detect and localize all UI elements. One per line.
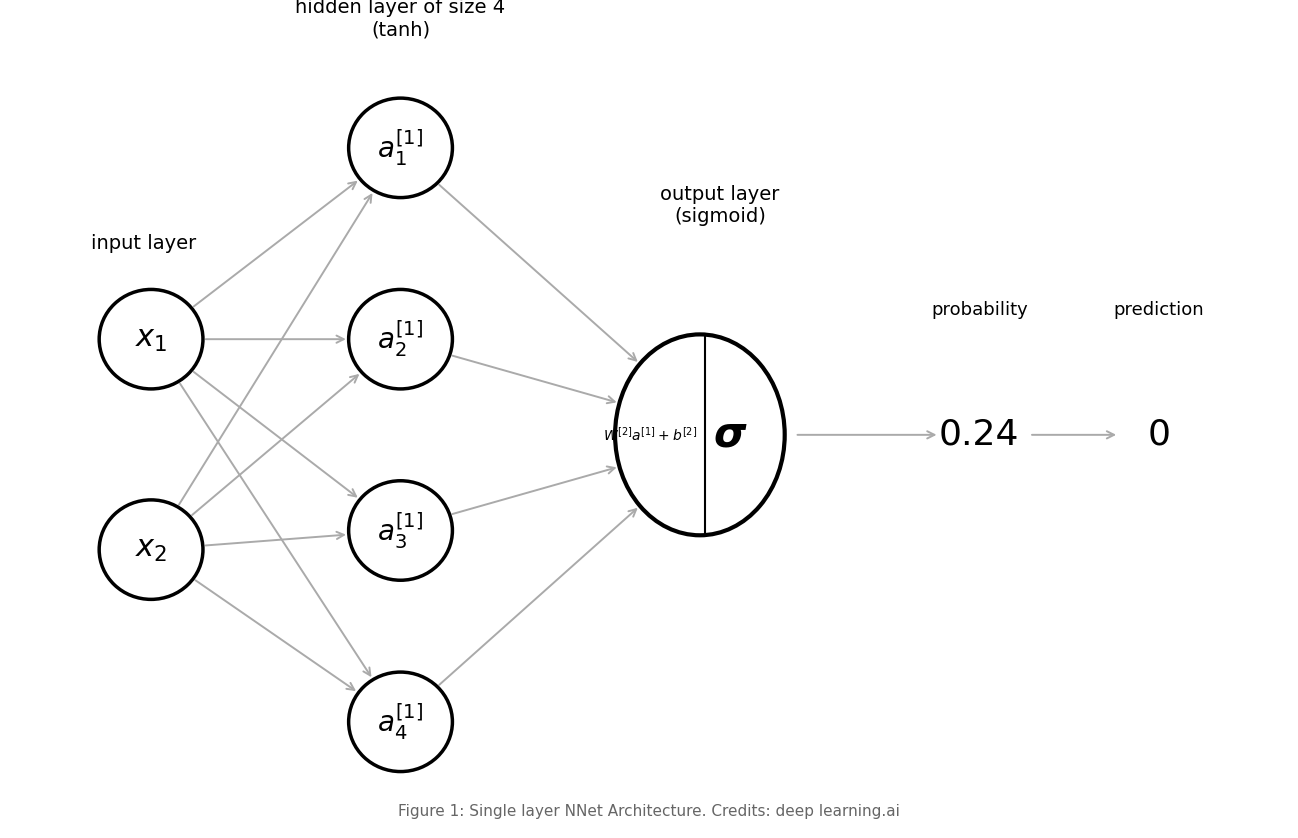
Text: output layer
(sigmoid): output layer (sigmoid)	[661, 184, 780, 225]
Text: $a_3^{[1]}$: $a_3^{[1]}$	[378, 510, 423, 551]
Ellipse shape	[615, 334, 785, 535]
Text: $W^{[2]}a^{[1]}+b^{[2]}$: $W^{[2]}a^{[1]}+b^{[2]}$	[602, 426, 697, 444]
Circle shape	[99, 289, 202, 389]
Text: $a_1^{[1]}$: $a_1^{[1]}$	[378, 127, 423, 168]
Circle shape	[349, 672, 453, 772]
Text: prediction: prediction	[1114, 302, 1205, 319]
Text: $a_4^{[1]}$: $a_4^{[1]}$	[378, 701, 423, 742]
Text: hidden layer of size 4
(tanh): hidden layer of size 4 (tanh)	[296, 0, 506, 39]
Circle shape	[99, 500, 202, 599]
Text: $a_2^{[1]}$: $a_2^{[1]}$	[378, 319, 423, 360]
Text: 0: 0	[1147, 418, 1171, 452]
Circle shape	[349, 481, 453, 580]
Circle shape	[349, 289, 453, 389]
Text: Figure 1: Single layer NNet Architecture. Credits: deep learning.ai: Figure 1: Single layer NNet Architecture…	[398, 804, 900, 820]
Text: input layer: input layer	[91, 234, 196, 253]
Text: $x_2$: $x_2$	[135, 535, 167, 564]
Circle shape	[349, 98, 453, 198]
Text: 0.24: 0.24	[938, 418, 1019, 452]
Text: $x_1$: $x_1$	[135, 324, 167, 354]
Text: probability: probability	[931, 302, 1028, 319]
Text: $\boldsymbol{\sigma}$: $\boldsymbol{\sigma}$	[713, 414, 748, 456]
